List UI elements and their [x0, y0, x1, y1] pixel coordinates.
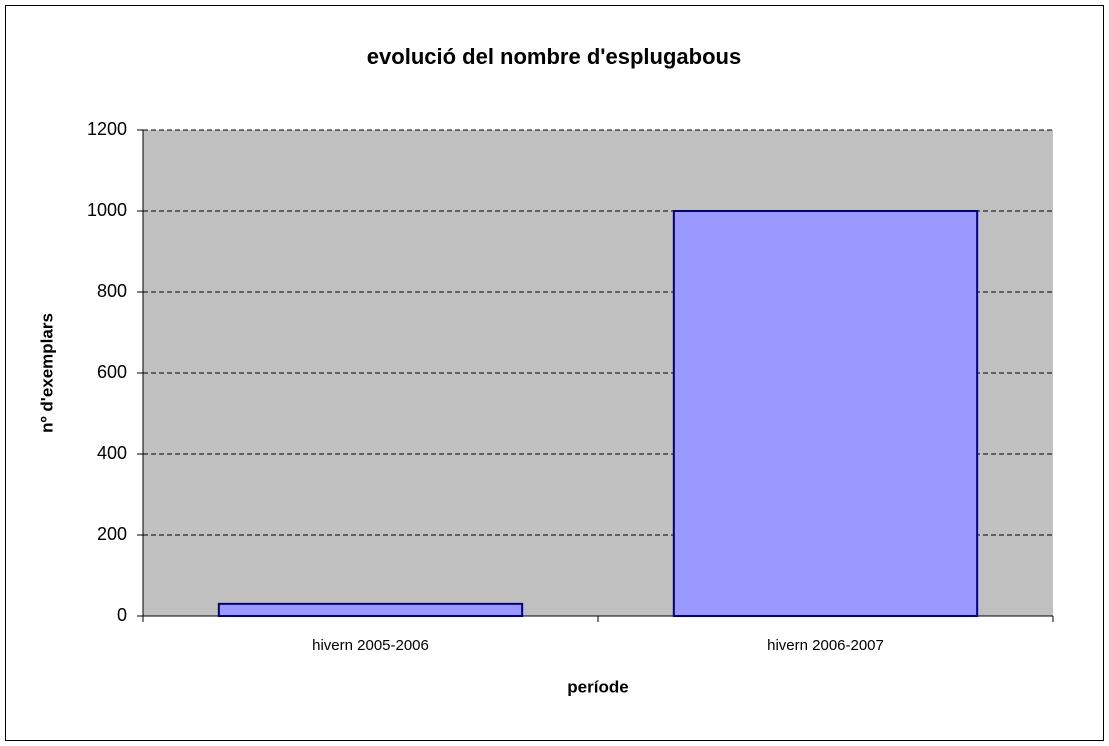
x-tick-label: hivern 2005-2006: [312, 637, 429, 654]
y-tick-label: 800: [97, 281, 127, 301]
y-axis-label: nº d'exemplars: [37, 313, 56, 433]
bar: [672, 210, 979, 617]
y-tick-label: 400: [97, 443, 127, 463]
x-axis-label: període: [567, 677, 628, 696]
y-tick-label: 600: [97, 362, 127, 382]
y-tick-label: 0: [117, 605, 127, 625]
y-tick-label: 1000: [87, 200, 127, 220]
bar: [217, 602, 524, 617]
x-tick-label: hivern 2006-2007: [767, 637, 884, 654]
y-tick-label: 200: [97, 524, 127, 544]
chart-title: evolució del nombre d'esplugabous: [367, 44, 741, 69]
y-tick-label: 1200: [87, 119, 127, 139]
